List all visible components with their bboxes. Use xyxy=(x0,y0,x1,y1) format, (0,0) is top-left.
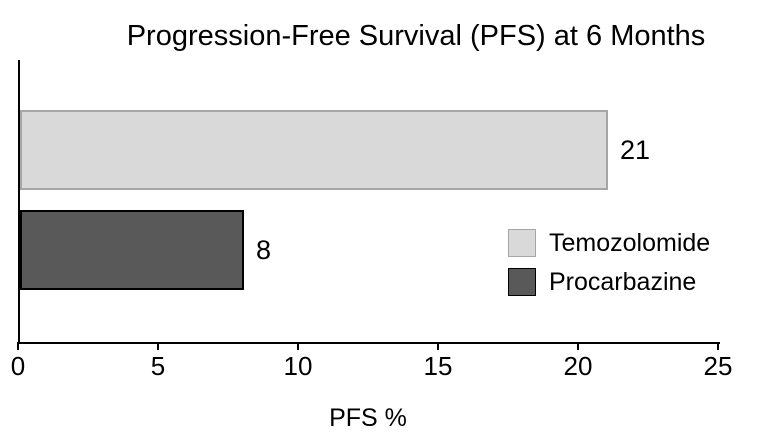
legend-label-procarbazine: Procarbazine xyxy=(549,268,697,296)
legend-swatch-temozolomide-icon xyxy=(508,229,536,257)
legend: Temozolomide Procarbazine xyxy=(508,228,710,306)
x-tick-mark xyxy=(157,342,159,350)
bar-procarbazine xyxy=(20,210,244,290)
x-tick-mark xyxy=(577,342,579,350)
plot-area: 21 8 Temozolomide Procarbazine xyxy=(18,60,720,344)
x-tick-mark xyxy=(437,342,439,350)
x-axis-ticks: 0 5 10 15 20 25 xyxy=(11,351,733,384)
x-axis-title: PFS % xyxy=(329,404,407,432)
x-tick-mark xyxy=(17,342,19,350)
legend-swatch-procarbazine-icon xyxy=(508,268,536,296)
bar-temozolomide xyxy=(20,110,608,190)
x-tick-mark xyxy=(717,342,719,350)
x-tick-label: 5 xyxy=(150,351,166,381)
bar-row-temozolomide: 21 xyxy=(20,110,720,190)
x-axis-tick-marks xyxy=(17,342,719,350)
x-tick-label: 10 xyxy=(283,351,313,381)
x-tick-label: 15 xyxy=(423,351,453,381)
chart-title: Progression-Free Survival (PFS) at 6 Mon… xyxy=(126,20,706,52)
x-tick-mark xyxy=(297,342,299,350)
legend-item-temozolomide: Temozolomide xyxy=(508,228,710,258)
x-tick-label: 25 xyxy=(703,351,733,381)
x-tick-label: 20 xyxy=(563,351,593,381)
bar-value-label-temozolomide: 21 xyxy=(620,134,651,165)
bar-value-label-procarbazine: 8 xyxy=(256,234,272,265)
x-tick-label: 0 xyxy=(10,351,26,381)
legend-label-temozolomide: Temozolomide xyxy=(549,229,711,257)
legend-item-procarbazine: Procarbazine xyxy=(508,267,710,297)
bar-row-procarbazine: 8 xyxy=(20,210,720,290)
